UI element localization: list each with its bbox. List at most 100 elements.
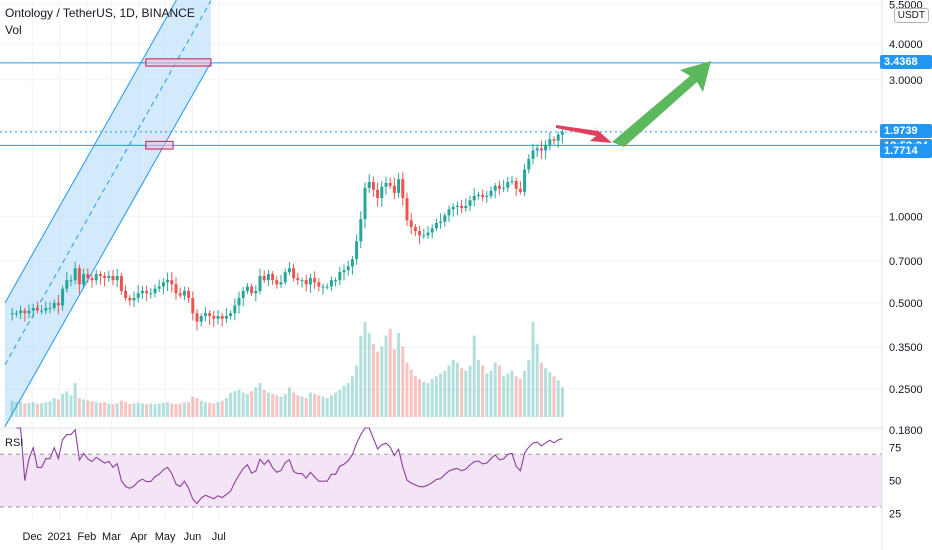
price-tag: 1.7714	[880, 144, 932, 159]
x-tick-label: Mar	[102, 531, 121, 543]
channel-upper-line[interactable]	[4, 0, 211, 304]
candle-body	[52, 302, 56, 308]
volume-bar	[334, 392, 338, 417]
volume-bar	[455, 362, 459, 417]
volume-bar	[14, 402, 18, 417]
volume-bar	[153, 404, 157, 417]
candle-body	[497, 185, 501, 189]
candle-body	[304, 280, 308, 285]
candle-body	[128, 297, 132, 301]
volume-bar	[392, 349, 396, 417]
volume-bar	[73, 383, 77, 417]
volume-bar	[65, 391, 69, 417]
currency-unit-badge[interactable]: USDT	[893, 8, 929, 23]
candle-body	[371, 181, 375, 190]
volume-bar	[61, 393, 65, 417]
candle-body	[317, 282, 321, 287]
candle-body	[434, 222, 438, 229]
candle-body	[397, 179, 401, 193]
rsi-label: RSI	[5, 437, 24, 449]
candle-body	[560, 132, 564, 135]
price-tag: 3.4368	[880, 54, 932, 69]
candle-body	[300, 280, 304, 282]
candle-body	[359, 219, 363, 242]
candle-body	[539, 148, 543, 151]
candle-body	[355, 241, 359, 260]
candle-body	[409, 220, 413, 227]
candle-body	[48, 307, 52, 309]
volume-bar	[384, 335, 388, 417]
price-axis[interactable]: 5.50004.00003.00002.00001.00000.70000.50…	[889, 0, 923, 437]
candle-body	[212, 315, 216, 319]
volume-bar	[556, 380, 560, 417]
candle-body	[279, 282, 283, 285]
candle-body	[187, 290, 191, 298]
volume-bar	[296, 395, 300, 417]
candle-body	[527, 158, 531, 170]
volume-bar	[140, 403, 144, 417]
x-tick-label: Feb	[77, 531, 96, 543]
y-tick-label: 0.2500	[889, 384, 923, 396]
volume-bar	[224, 398, 228, 417]
time-axis[interactable]: Dec 2021 Feb Mar Apr May Jun Jul	[22, 531, 225, 543]
volume-bar	[237, 389, 241, 417]
volume-bar	[514, 376, 518, 417]
rsi-axis: 75 50 25	[889, 443, 901, 521]
rsi-tick-label: 75	[889, 443, 901, 455]
volume-bar	[367, 332, 371, 417]
candle-body	[254, 290, 258, 294]
candle-body	[220, 315, 224, 319]
volume-bar	[363, 322, 367, 417]
candle-body	[31, 307, 35, 311]
candle-body	[119, 276, 123, 291]
volume-bar	[460, 368, 464, 417]
volume-bar	[203, 402, 207, 417]
volume-bar	[31, 402, 35, 417]
candle-body	[73, 268, 77, 281]
candle-body	[44, 307, 48, 311]
volume-bar	[279, 396, 283, 417]
arrow-down-icon	[556, 125, 612, 143]
target-zones	[145, 58, 212, 150]
volume-bar	[266, 392, 270, 417]
candle-body	[422, 235, 426, 237]
symbol-title[interactable]: Ontology / TetherUS, 1D, BINANCE	[5, 6, 195, 20]
volume-bar	[182, 402, 186, 417]
candle-body	[182, 290, 186, 296]
candle-body	[518, 188, 522, 192]
volume-bar	[468, 365, 472, 417]
candle-body	[19, 310, 23, 314]
chart-legend: Ontology / TetherUS, 1D, BINANCE Vol	[5, 5, 195, 39]
volume-bar	[510, 370, 514, 417]
volume-bar	[56, 399, 60, 417]
volume-bar	[329, 395, 333, 417]
candle-body	[145, 290, 149, 294]
target-zone[interactable]	[145, 58, 212, 67]
candle-body	[35, 307, 39, 311]
volume-bar	[317, 395, 321, 417]
volume-bar	[23, 403, 27, 417]
candle-body	[489, 190, 493, 196]
candle-body	[111, 276, 115, 281]
volume-bar	[338, 389, 342, 417]
candle-body	[140, 290, 144, 294]
candle-body	[178, 293, 182, 296]
volume-bar	[359, 335, 363, 417]
candle-body	[287, 268, 291, 273]
y-tick-label: 0.1800	[889, 425, 923, 437]
volume-bar	[124, 402, 128, 417]
volume-bar	[258, 383, 262, 417]
candle-body	[321, 286, 325, 288]
y-tick-label: 1.0000	[889, 212, 923, 224]
candle-body	[367, 181, 371, 188]
volume-bar	[531, 322, 535, 417]
candle-body	[229, 313, 233, 316]
candle-body	[426, 232, 430, 236]
candle-body	[493, 185, 497, 191]
volume-bar	[497, 365, 501, 417]
target-zone[interactable]	[145, 140, 174, 150]
channel-lower-line[interactable]	[4, 62, 212, 427]
volume-bar	[208, 402, 212, 417]
candle-body	[166, 280, 170, 283]
